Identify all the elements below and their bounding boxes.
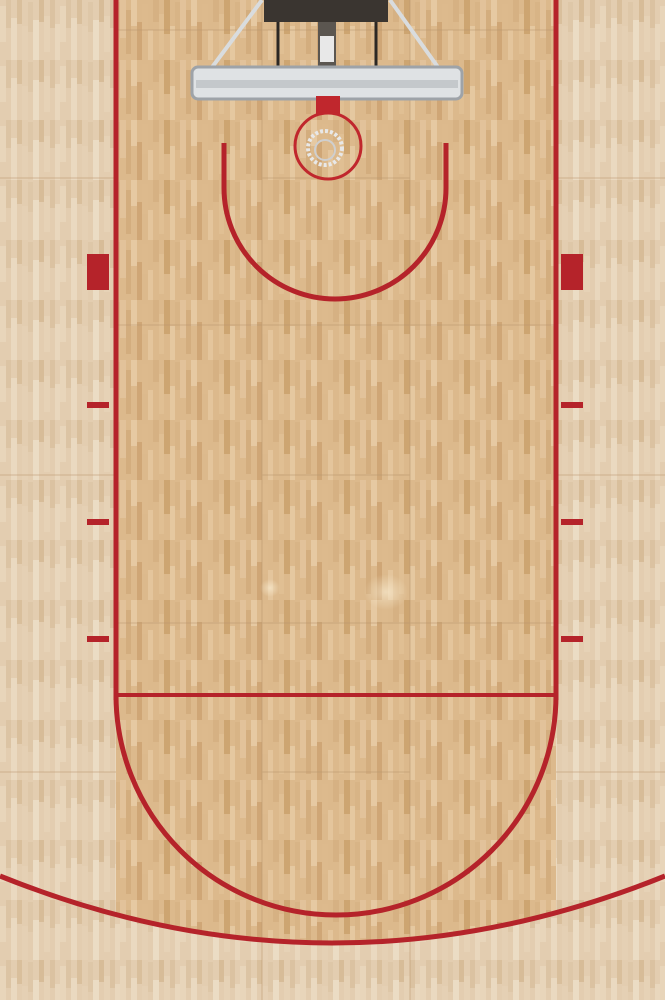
- block-mark-left: [87, 254, 109, 290]
- free-throw-circle: [113, 694, 559, 918]
- hash-mark-left-3: [87, 636, 109, 642]
- support-box: [264, 0, 388, 22]
- hoop-rim: [293, 111, 363, 181]
- court-lines: [0, 0, 665, 946]
- light-glare-small: [260, 579, 280, 597]
- three-point-arc: [0, 873, 665, 946]
- support-strut-left: [208, 0, 264, 72]
- restricted-area-arc: [221, 143, 449, 302]
- support-bracket-plate: [320, 36, 334, 62]
- light-glare: [364, 574, 408, 610]
- hash-mark-right-1: [561, 402, 583, 408]
- basketball-hoop-icon: [190, 0, 464, 181]
- floor-outer-bottom: [0, 876, 665, 1000]
- hash-mark-left-1: [87, 402, 109, 408]
- hash-mark-right-3: [561, 636, 583, 642]
- hoop-net: [306, 129, 344, 167]
- rim-bracket: [316, 96, 340, 114]
- hash-mark-left-2: [87, 519, 109, 525]
- backboard-edge: [196, 80, 458, 88]
- support-strut-right: [388, 0, 442, 72]
- lane-markers: [87, 254, 583, 642]
- block-mark-right: [561, 254, 583, 290]
- hoop-net-inner: [314, 139, 336, 161]
- hash-mark-right-2: [561, 519, 583, 525]
- floor-inner: [116, 0, 556, 1000]
